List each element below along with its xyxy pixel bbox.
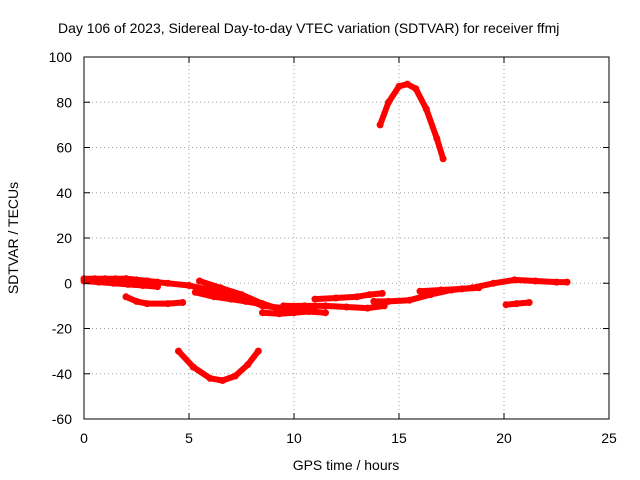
x-tick-label: 20 (496, 430, 512, 446)
data-point (231, 372, 239, 380)
x-tick-labels: 0 5 10 15 20 25 (80, 430, 617, 446)
data-point (191, 288, 199, 296)
y-tick-label: 60 (56, 140, 72, 156)
grid (84, 57, 609, 419)
data-point (490, 279, 497, 287)
data-point (179, 299, 187, 306)
data-point (122, 293, 130, 301)
data-point (139, 282, 147, 289)
x-tick-label: 5 (185, 430, 193, 446)
data-point (143, 300, 151, 308)
series-group (80, 80, 571, 384)
chart-title: Day 106 of 2023, Sidereal Day-to-day VTE… (58, 20, 559, 36)
data-point (322, 302, 329, 310)
data-series-arc-14 (377, 81, 447, 162)
data-point (143, 277, 151, 285)
x-axis-label: GPS time / hours (293, 457, 400, 473)
data-point (385, 98, 392, 106)
data-point (511, 276, 518, 284)
data-point (343, 303, 350, 311)
data-point (206, 374, 214, 382)
data-point (124, 280, 132, 288)
data-point (210, 293, 218, 301)
data-point (109, 279, 117, 287)
data-point (513, 300, 521, 308)
data-point (290, 309, 298, 317)
data-point (322, 309, 329, 317)
data-point (525, 299, 533, 306)
x-tick-label: 15 (391, 430, 407, 446)
data-point (332, 294, 340, 302)
data-point (370, 297, 378, 305)
y-tick-label: 0 (64, 275, 72, 291)
data-point (422, 105, 430, 113)
data-point (532, 277, 539, 285)
y-tick-label: 20 (56, 230, 72, 246)
data-point (412, 85, 420, 93)
data-point (395, 82, 403, 90)
data-point (416, 287, 424, 295)
data-point (164, 300, 172, 308)
plot-frame (83, 56, 610, 420)
y-tick-label: -60 (52, 411, 72, 427)
y-tick-label: -20 (52, 321, 72, 337)
data-point (275, 310, 283, 318)
data-point (433, 134, 441, 142)
data-point (185, 282, 193, 289)
y-axis-label: SDTVAR / TECUs (5, 182, 21, 294)
y-tick-labels: -60 -40 -20 0 20 40 60 80 100 (49, 49, 73, 427)
data-point (376, 121, 384, 129)
data-point (311, 295, 319, 303)
data-point (353, 293, 361, 301)
x-tick-label: 0 (80, 430, 88, 446)
axis-ticks (83, 56, 610, 420)
data-point (553, 278, 560, 286)
x-tick-label: 10 (286, 430, 302, 446)
data-point (385, 297, 392, 305)
data-point (406, 296, 413, 304)
data-point (133, 297, 140, 305)
data-point (364, 304, 371, 312)
y-tick-label: 100 (49, 49, 73, 65)
data-point (301, 302, 308, 310)
y-tick-label: 80 (56, 94, 72, 110)
data-point (227, 295, 235, 303)
data-point (305, 308, 313, 315)
data-point (244, 361, 252, 369)
data-point (439, 155, 447, 163)
data-point (366, 291, 374, 299)
data-point (219, 377, 227, 384)
x-tick-label: 25 (601, 430, 617, 446)
data-point (378, 289, 386, 297)
data-point (122, 275, 130, 283)
data-point (206, 286, 214, 294)
data-point (95, 278, 103, 286)
data-point (175, 347, 182, 355)
y-tick-label: -40 (52, 366, 72, 382)
data-point (475, 284, 483, 292)
data-point (458, 285, 466, 293)
data-point (238, 291, 245, 299)
data-point (189, 363, 197, 371)
data-series-arc-12 (417, 284, 482, 295)
data-point (502, 301, 510, 309)
data-point (563, 278, 571, 286)
data-point (259, 300, 266, 308)
data-point (196, 277, 203, 285)
y-tick-label: 40 (56, 185, 72, 201)
data-point (164, 279, 172, 287)
data-point (280, 302, 287, 310)
data-point (254, 347, 262, 355)
data-point (437, 286, 445, 294)
data-point (403, 80, 411, 88)
data-point (217, 284, 224, 292)
data-point (259, 309, 266, 317)
